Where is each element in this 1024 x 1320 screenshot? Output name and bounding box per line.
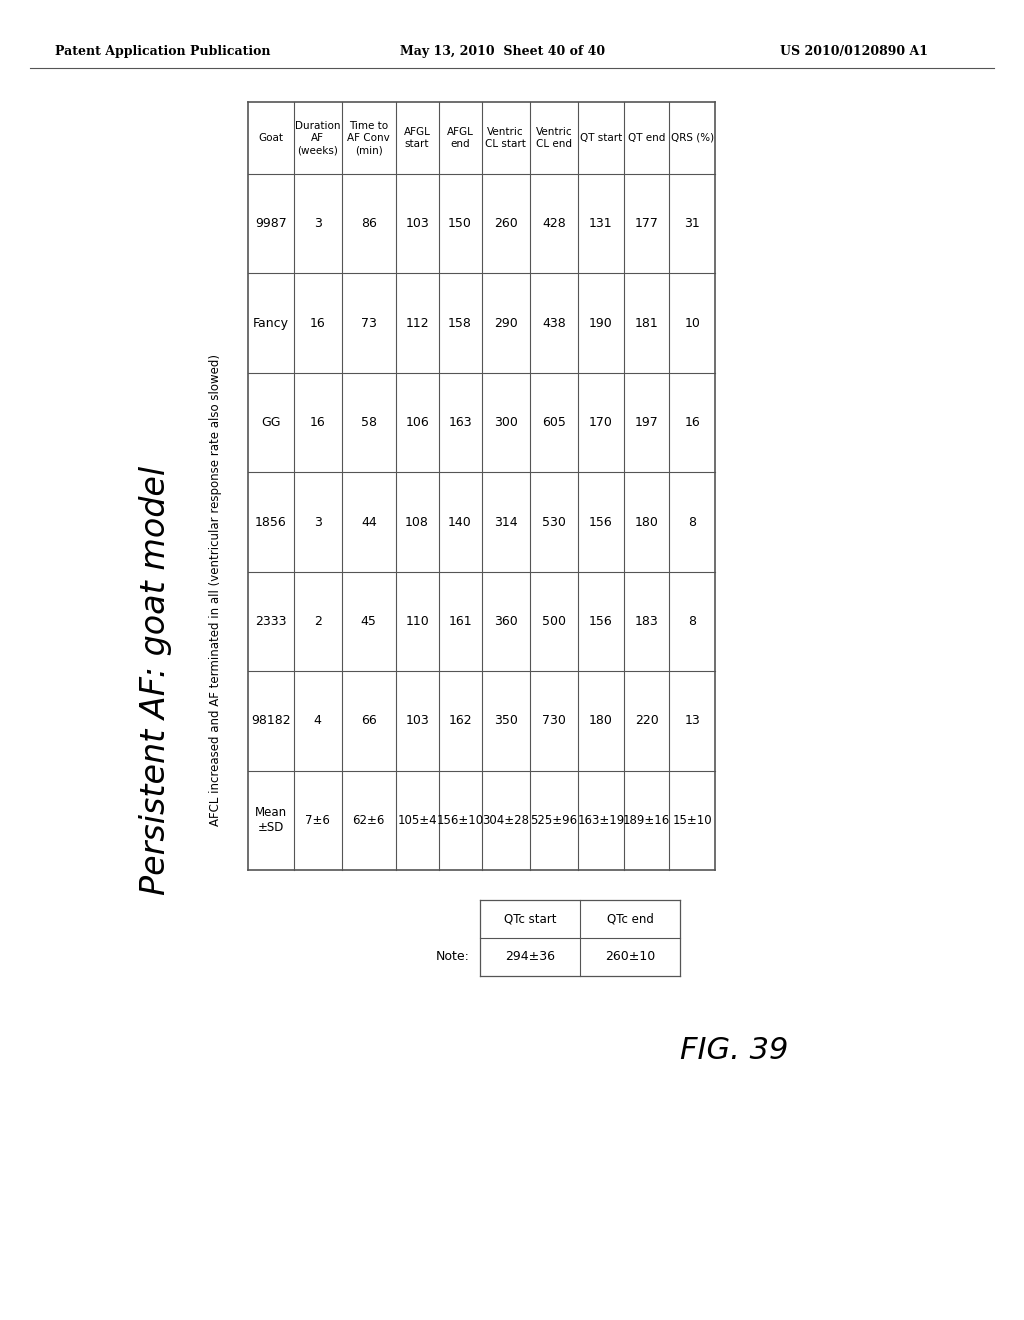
Text: 197: 197 bbox=[635, 416, 658, 429]
Text: 161: 161 bbox=[449, 615, 472, 628]
Text: 156: 156 bbox=[589, 615, 612, 628]
Text: 500: 500 bbox=[542, 615, 566, 628]
Text: 106: 106 bbox=[406, 416, 429, 429]
Text: 163±19: 163±19 bbox=[578, 814, 625, 826]
Text: 163: 163 bbox=[449, 416, 472, 429]
Text: 181: 181 bbox=[635, 317, 658, 330]
Text: 158: 158 bbox=[449, 317, 472, 330]
Text: 8: 8 bbox=[688, 615, 696, 628]
Text: Time to
AF Conv
(min): Time to AF Conv (min) bbox=[347, 120, 390, 156]
Text: 9987: 9987 bbox=[255, 218, 287, 230]
Text: 530: 530 bbox=[542, 516, 566, 528]
Text: 98182: 98182 bbox=[251, 714, 291, 727]
Text: 294±36: 294±36 bbox=[505, 950, 555, 964]
Text: QTc start: QTc start bbox=[504, 912, 556, 925]
Text: 103: 103 bbox=[406, 218, 429, 230]
Text: QT end: QT end bbox=[628, 133, 666, 143]
Text: Fancy: Fancy bbox=[253, 317, 289, 330]
Text: 260: 260 bbox=[494, 218, 517, 230]
Text: 300: 300 bbox=[494, 416, 517, 429]
Text: 66: 66 bbox=[360, 714, 377, 727]
Text: 2: 2 bbox=[313, 615, 322, 628]
Text: 110: 110 bbox=[406, 615, 429, 628]
Text: 3: 3 bbox=[313, 218, 322, 230]
Text: AFGL
start: AFGL start bbox=[403, 127, 430, 149]
Text: 16: 16 bbox=[310, 317, 326, 330]
Text: 438: 438 bbox=[542, 317, 566, 330]
Text: 220: 220 bbox=[635, 714, 658, 727]
Text: 103: 103 bbox=[406, 714, 429, 727]
Text: Patent Application Publication: Patent Application Publication bbox=[55, 45, 270, 58]
Text: Ventric
CL start: Ventric CL start bbox=[485, 127, 526, 149]
Text: Duration
AF
(weeks): Duration AF (weeks) bbox=[295, 120, 341, 156]
Text: 525±96: 525±96 bbox=[530, 814, 578, 826]
Text: 31: 31 bbox=[684, 218, 700, 230]
Text: AFGL
end: AFGL end bbox=[446, 127, 473, 149]
Text: 45: 45 bbox=[360, 615, 377, 628]
Text: 605: 605 bbox=[542, 416, 566, 429]
Text: 428: 428 bbox=[542, 218, 566, 230]
Text: 156±10: 156±10 bbox=[436, 814, 483, 826]
Text: 44: 44 bbox=[360, 516, 377, 528]
Text: FIG. 39: FIG. 39 bbox=[680, 1036, 788, 1065]
Text: 73: 73 bbox=[360, 317, 377, 330]
Text: 86: 86 bbox=[360, 218, 377, 230]
Text: 1856: 1856 bbox=[255, 516, 287, 528]
Text: 2333: 2333 bbox=[255, 615, 287, 628]
Text: 16: 16 bbox=[310, 416, 326, 429]
Text: 360: 360 bbox=[494, 615, 517, 628]
Text: US 2010/0120890 A1: US 2010/0120890 A1 bbox=[780, 45, 928, 58]
Text: Persistent AF: goat model: Persistent AF: goat model bbox=[138, 466, 171, 895]
Text: 13: 13 bbox=[684, 714, 700, 727]
Text: QRS (%): QRS (%) bbox=[671, 133, 714, 143]
Text: 730: 730 bbox=[542, 714, 566, 727]
Text: 16: 16 bbox=[684, 416, 700, 429]
Text: QT start: QT start bbox=[580, 133, 622, 143]
Text: 162: 162 bbox=[449, 714, 472, 727]
Text: GG: GG bbox=[261, 416, 281, 429]
Text: 350: 350 bbox=[494, 714, 517, 727]
Text: QTc end: QTc end bbox=[606, 912, 653, 925]
Text: Mean
±SD: Mean ±SD bbox=[255, 807, 287, 834]
Text: 170: 170 bbox=[589, 416, 613, 429]
Text: 304±28: 304±28 bbox=[482, 814, 529, 826]
Text: 150: 150 bbox=[449, 218, 472, 230]
Text: 156: 156 bbox=[589, 516, 612, 528]
Text: 8: 8 bbox=[688, 516, 696, 528]
Text: 10: 10 bbox=[684, 317, 700, 330]
Text: Goat: Goat bbox=[258, 133, 284, 143]
Text: Ventric
CL end: Ventric CL end bbox=[536, 127, 572, 149]
Text: 177: 177 bbox=[635, 218, 658, 230]
Text: 15±10: 15±10 bbox=[673, 814, 712, 826]
Text: AFCL increased and AF terminated in all (ventricular response rate also slowed): AFCL increased and AF terminated in all … bbox=[209, 354, 221, 826]
Text: 7±6: 7±6 bbox=[305, 814, 330, 826]
Text: 58: 58 bbox=[360, 416, 377, 429]
Text: May 13, 2010  Sheet 40 of 40: May 13, 2010 Sheet 40 of 40 bbox=[400, 45, 605, 58]
Text: 314: 314 bbox=[494, 516, 517, 528]
Text: 190: 190 bbox=[589, 317, 612, 330]
Text: 4: 4 bbox=[313, 714, 322, 727]
Text: Note:: Note: bbox=[436, 950, 470, 964]
Text: 140: 140 bbox=[449, 516, 472, 528]
Text: 108: 108 bbox=[406, 516, 429, 528]
Text: 180: 180 bbox=[589, 714, 613, 727]
Text: 112: 112 bbox=[406, 317, 429, 330]
Text: 260±10: 260±10 bbox=[605, 950, 655, 964]
Text: 3: 3 bbox=[313, 516, 322, 528]
Text: 180: 180 bbox=[635, 516, 658, 528]
Text: 105±4: 105±4 bbox=[397, 814, 437, 826]
Text: 62±6: 62±6 bbox=[352, 814, 385, 826]
Text: 189±16: 189±16 bbox=[623, 814, 670, 826]
Text: 290: 290 bbox=[494, 317, 517, 330]
Text: 131: 131 bbox=[589, 218, 612, 230]
Text: 183: 183 bbox=[635, 615, 658, 628]
